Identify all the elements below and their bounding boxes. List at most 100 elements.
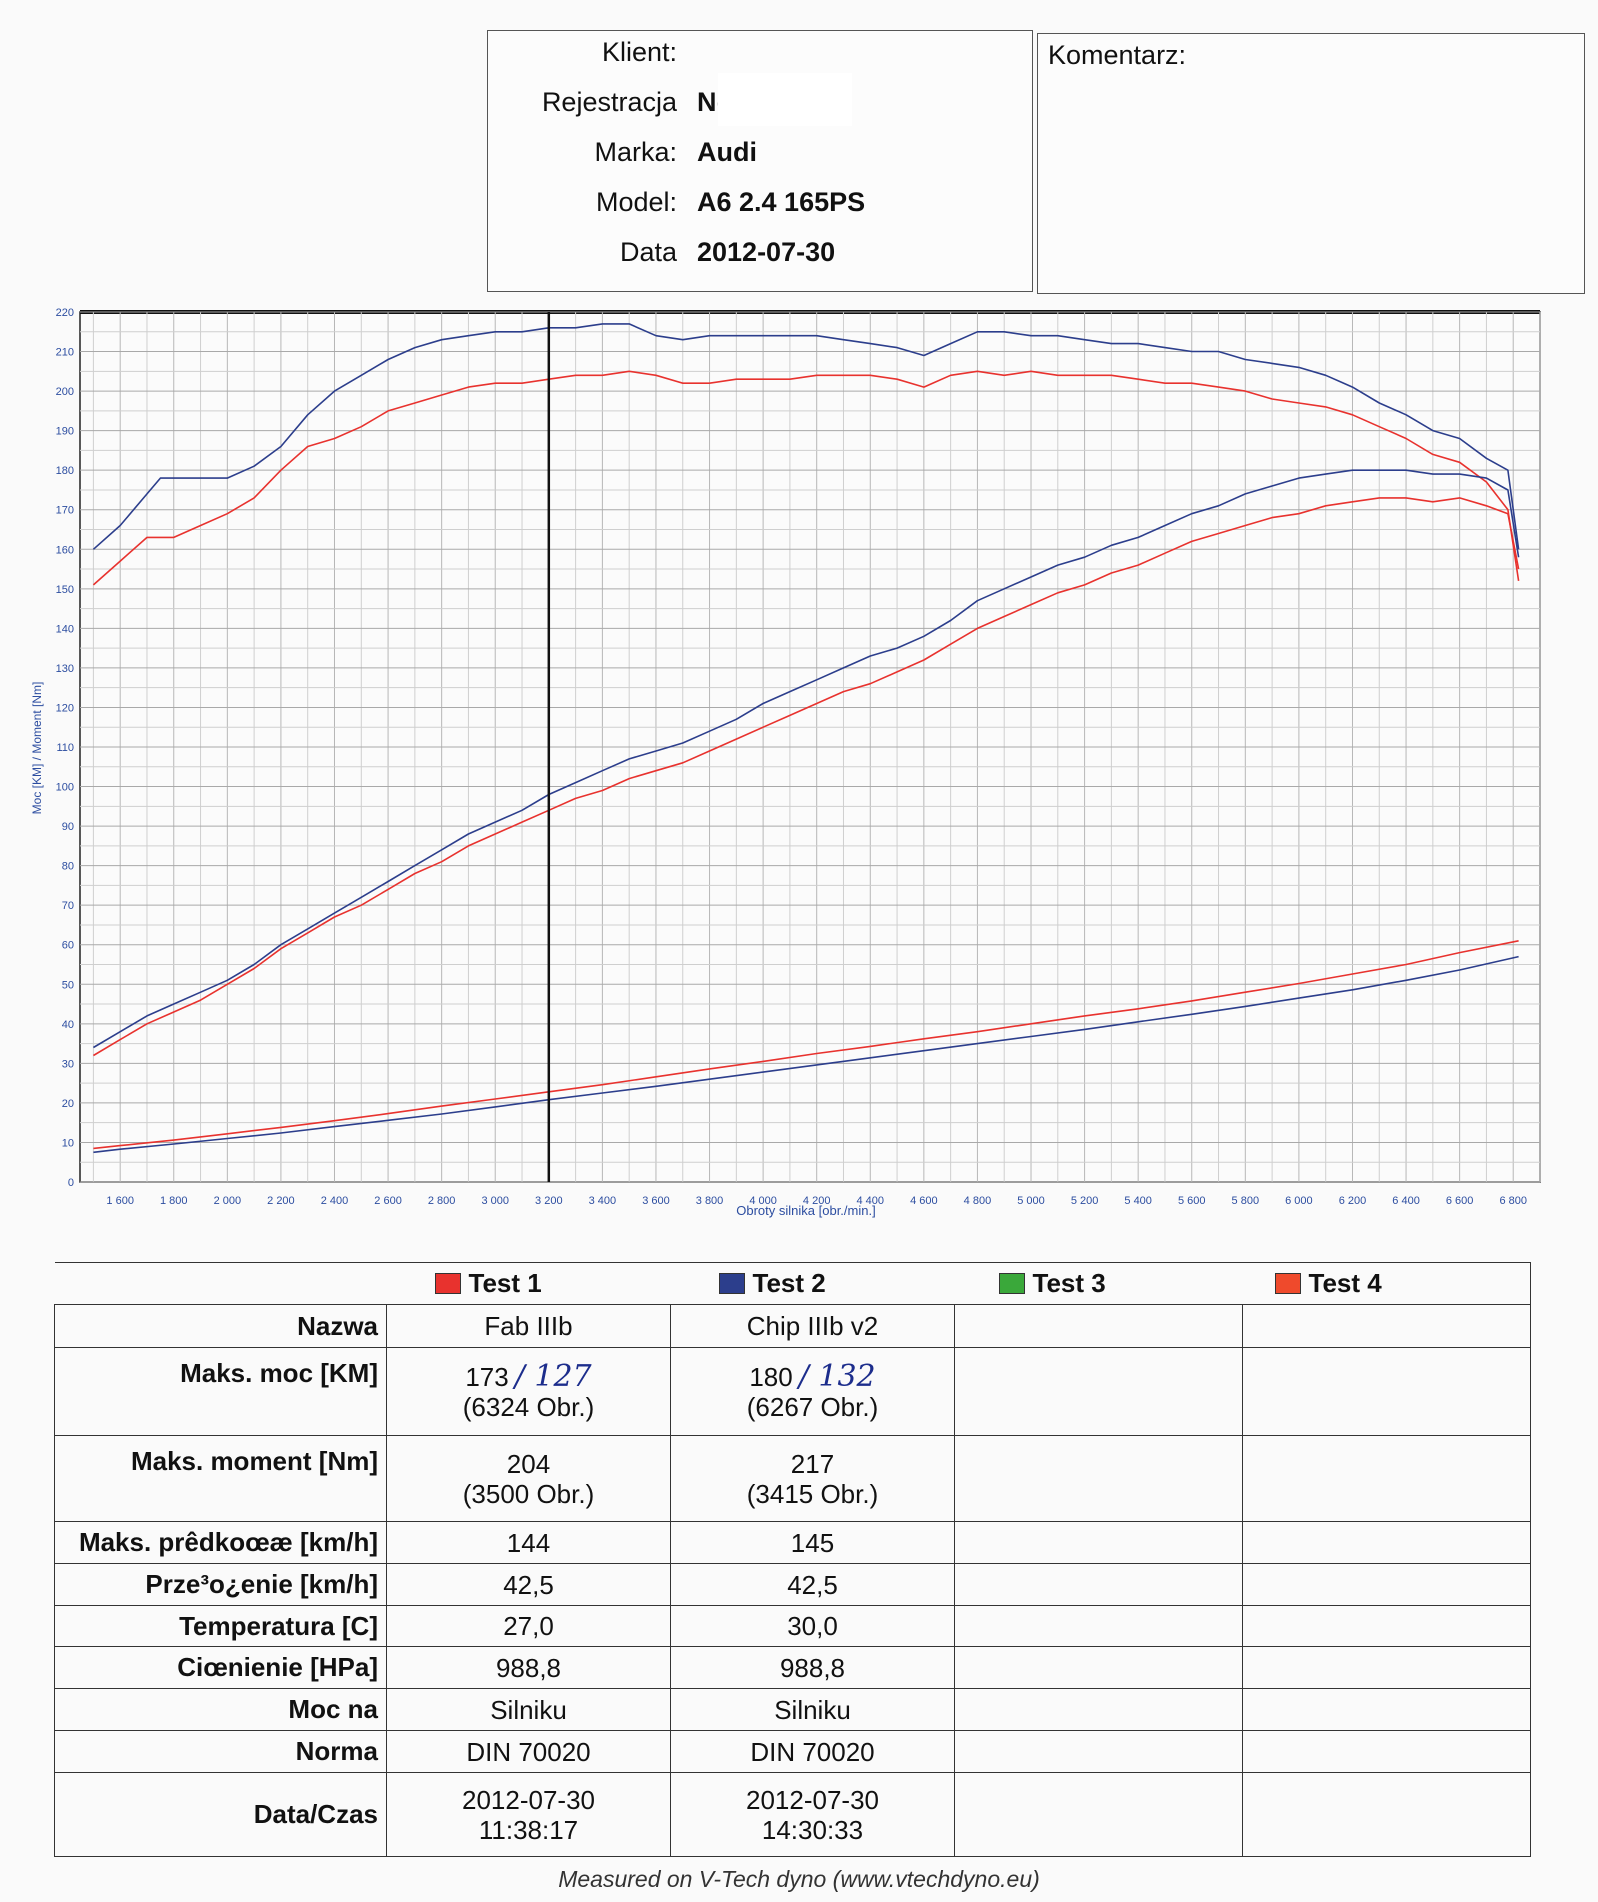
test2-max-torque: 217 (3415 Obr.): [670, 1435, 955, 1522]
row-datetime: Data/Czas 2012-07-30 11:38:17 2012-07-30…: [54, 1772, 1531, 1857]
x-tick-label: 2 400: [321, 1195, 349, 1207]
y-tick-label: 0: [68, 1177, 74, 1189]
x-tick-label: 5 200: [1071, 1195, 1099, 1207]
row-max-torque: Maks. moment [Nm] 204 (3500 Obr.) 217 (3…: [54, 1435, 1531, 1522]
x-tick-label: 2 600: [374, 1195, 402, 1207]
y-tick-label: 30: [62, 1058, 74, 1070]
test2-name: Chip IIIb v2: [670, 1304, 955, 1348]
series-line-loss-test-2: [93, 955, 1519, 1154]
label-norm: Norma: [54, 1730, 387, 1773]
y-axis-label: Moc [KM] / Moment [Nm]: [30, 682, 44, 815]
y-tick-label: 140: [56, 623, 74, 635]
row-temperature: Temperatura [C] 27,0 30,0: [54, 1605, 1531, 1647]
series-line-power-test-2: [92, 469, 1520, 1049]
date-label: Data: [619, 237, 677, 267]
x-tick-label: 1 600: [106, 1195, 134, 1207]
date-value: 2012-07-30: [697, 237, 836, 267]
x-tick-label: 5 000: [1017, 1195, 1045, 1207]
legend-swatch-test-3: [998, 1273, 1025, 1294]
x-tick-label: 3 000: [481, 1195, 509, 1207]
x-tick-label: 3 800: [696, 1195, 724, 1207]
label-pressure: Ciœnienie [HPa]: [54, 1646, 387, 1689]
test1-name: Fab IIIb: [386, 1304, 671, 1348]
x-tick-label: 3 600: [642, 1195, 670, 1207]
y-tick-label: 100: [56, 782, 74, 794]
test2-datetime: 2012-07-30 14:30:33: [670, 1772, 955, 1857]
y-tick-label: 90: [62, 821, 74, 833]
legend-swatch-test-2: [718, 1273, 745, 1294]
y-tick-label: 60: [62, 940, 74, 952]
x-tick-label: 6 200: [1339, 1195, 1367, 1207]
x-tick-label: 5 800: [1232, 1195, 1260, 1207]
test2-max-power: 180/ 132 (6267 Obr.): [670, 1347, 955, 1436]
test2-gear: 42,5: [670, 1563, 955, 1606]
registration-label: Rejestracja: [541, 87, 677, 117]
x-tick-label: 6 000: [1285, 1195, 1313, 1207]
model-value: A6 2.4 165PS: [697, 187, 866, 217]
label-max-speed: Maks. prêdkoœæ [km/h]: [54, 1521, 387, 1564]
x-tick-label: 5 400: [1124, 1195, 1152, 1207]
x-tick-label: 4 800: [964, 1195, 992, 1207]
y-tick-label: 70: [62, 900, 74, 912]
x-tick-label: 3 200: [535, 1195, 563, 1207]
y-tick-label: 130: [56, 663, 74, 675]
x-tick-label: 6 600: [1446, 1195, 1474, 1207]
legend-row: Test 1 Test 2 Test 3 Test 4: [54, 1262, 1531, 1305]
y-tick-label: 190: [56, 426, 74, 438]
label-gear: Prze³o¿enie [km/h]: [54, 1563, 387, 1606]
test2-handwritten-note: / 132: [798, 1358, 876, 1394]
test2-norm: DIN 70020: [670, 1730, 955, 1773]
test2-temperature: 30,0: [670, 1605, 955, 1647]
client-label: Klient:: [601, 37, 677, 67]
label-datetime: Data/Czas: [54, 1772, 387, 1857]
row-name: Nazwa Fab IIIb Chip IIIb v2: [54, 1304, 1531, 1348]
legend-test-3: Test 3: [954, 1262, 1243, 1305]
x-tick-label: 2 000: [214, 1195, 242, 1207]
y-tick-label: 160: [56, 544, 74, 556]
test1-datetime: 2012-07-30 11:38:17: [386, 1772, 671, 1857]
label-max-torque: Maks. moment [Nm]: [54, 1435, 387, 1522]
x-tick-label: 4 000: [749, 1195, 777, 1207]
test1-max-power: 173/ 127 (6324 Obr.): [386, 1347, 671, 1436]
y-tick-label: 120: [56, 702, 74, 714]
results-table: Test 1 Test 2 Test 3 Test 4 Nazwa Fab II…: [54, 1262, 1531, 1862]
y-tick-label: 200: [56, 386, 74, 398]
y-tick-label: 20: [62, 1098, 74, 1110]
test2-power-at: Silniku: [670, 1688, 955, 1731]
footer-credit: Measured on V-Tech dyno (www.vtechdyno.e…: [558, 1866, 1040, 1892]
series-line-torque-test-1: [92, 370, 1520, 586]
chart-series: [92, 312, 1520, 1182]
legend-swatch-test-1: [434, 1273, 461, 1294]
x-tick-label: 2 200: [267, 1195, 295, 1207]
x-tick-label: 4 400: [857, 1195, 885, 1207]
test1-power-at: Silniku: [386, 1688, 671, 1731]
x-tick-label: 6 400: [1392, 1195, 1420, 1207]
y-tick-label: 150: [56, 584, 74, 596]
y-tick-label: 10: [62, 1137, 74, 1149]
test2-max-speed: 145: [670, 1521, 955, 1564]
row-gear: Prze³o¿enie [km/h] 42,5 42,5: [54, 1563, 1531, 1606]
test1-max-torque: 204 (3500 Obr.): [386, 1435, 671, 1522]
client-info-box: Klient: Rejestracja N( Marka: Audi Model…: [487, 30, 1033, 292]
series-line-loss-test-1: [93, 940, 1519, 1150]
y-tick-label: 110: [56, 742, 74, 754]
legend-test-4: Test 4: [1242, 1262, 1531, 1305]
row-norm: Norma DIN 70020 DIN 70020: [54, 1730, 1531, 1773]
label-temperature: Temperatura [C]: [54, 1605, 387, 1647]
legend-test-2: Test 2: [670, 1262, 955, 1305]
redaction-mask: [718, 73, 852, 126]
date-row: Data 2012-07-30: [488, 237, 1032, 277]
y-tick-label: 220: [56, 307, 74, 319]
chart-grid: [79, 310, 1541, 1183]
chart-ticks: 0 10 20 30 40 50 60 70 80 90 100 110 120 130 140 150 160…: [56, 307, 1527, 1207]
label-name: Nazwa: [54, 1304, 387, 1348]
client-row: Klient:: [488, 37, 1032, 77]
x-tick-label: 1 800: [160, 1195, 188, 1207]
x-axis-label: Obroty silnika [obr./min.]: [736, 1203, 875, 1218]
dyno-chart: 0 10 20 30 40 50 60 70 80 90 100 110 120 130 140 150 160…: [30, 307, 1541, 1218]
row-pressure: Ciœnienie [HPa] 988,8 988,8: [54, 1646, 1531, 1689]
make-label: Marka:: [594, 137, 677, 167]
x-tick-label: 3 400: [589, 1195, 617, 1207]
make-row: Marka: Audi: [488, 137, 1032, 177]
test1-pressure: 988,8: [386, 1646, 671, 1689]
